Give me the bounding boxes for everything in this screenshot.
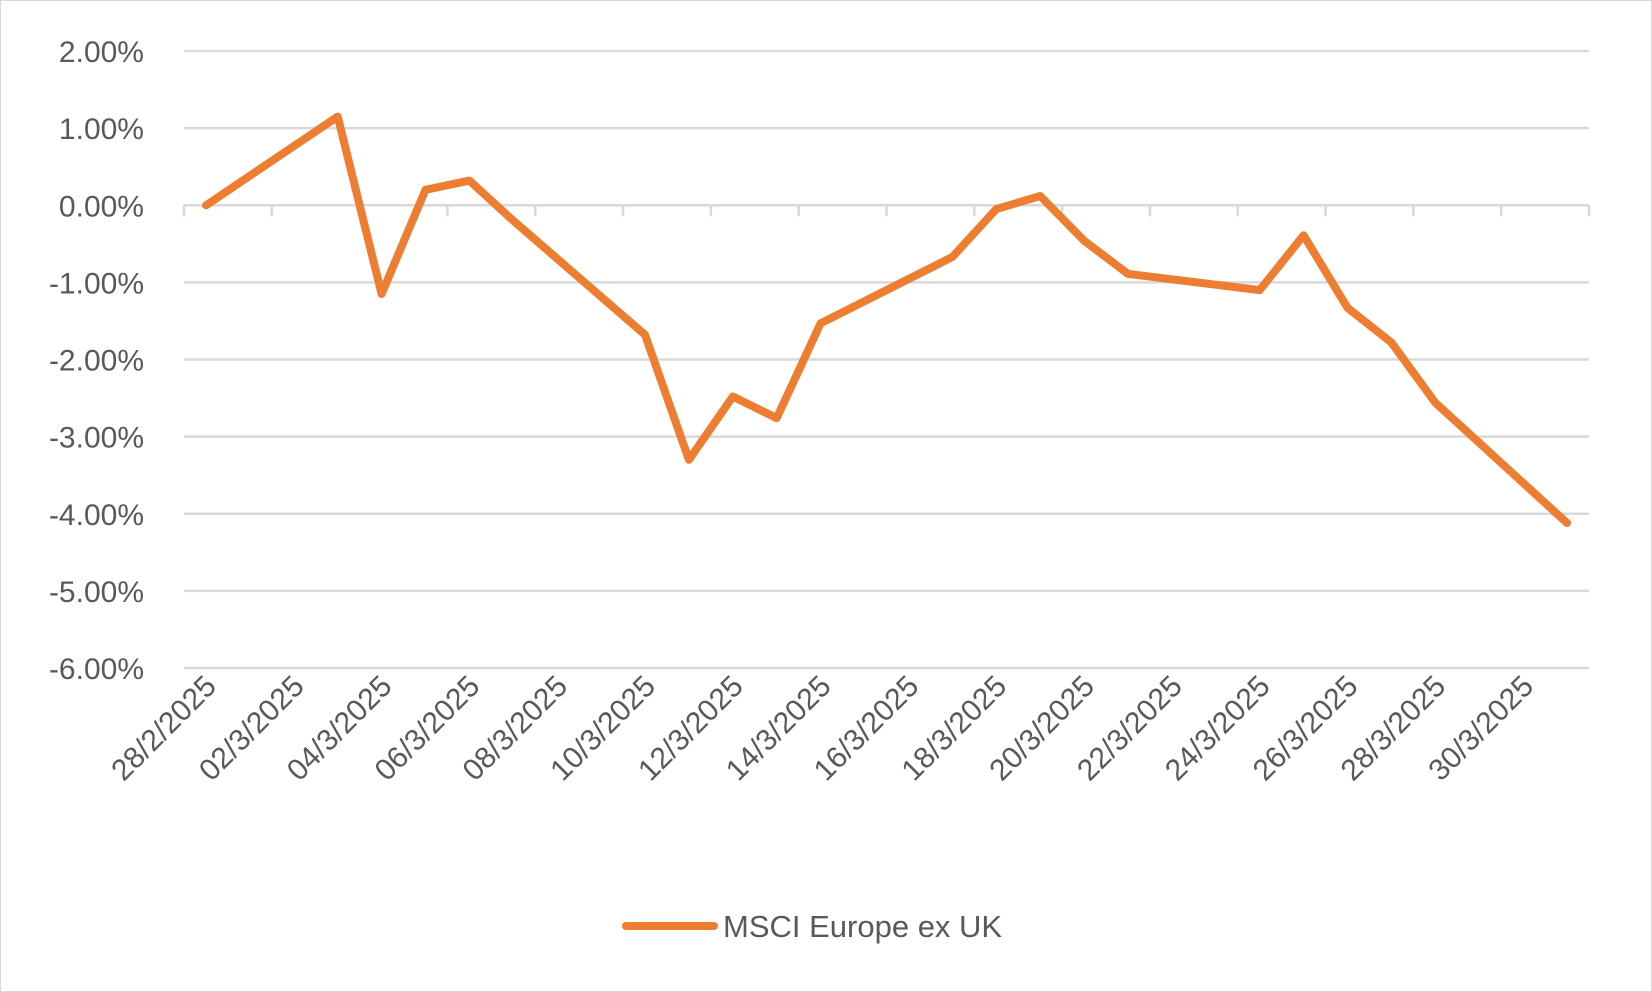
y-tick-label: -1.00% (49, 267, 144, 300)
y-tick-label: 1.00% (59, 113, 144, 146)
x-axis-tick-labels: 28/2/202502/3/202504/3/202506/3/202508/3… (105, 670, 1540, 788)
series-lines (202, 112, 1571, 527)
y-axis-tick-labels: 2.00% 1.00% 0.00% -1.00% -2.00% -3.00% -4.00% -… (49, 36, 144, 686)
legend-label: MSCI Europe ex UK (723, 909, 1002, 944)
series-line (202, 112, 1571, 527)
x-axis (182, 204, 1591, 217)
gridlines (184, 49, 1589, 670)
y-tick-label: -4.00% (49, 499, 144, 532)
y-tick-label: 0.00% (59, 190, 144, 223)
y-tick-label: -6.00% (49, 653, 144, 686)
y-tick-label: -2.00% (49, 345, 144, 378)
y-tick-label: -3.00% (49, 422, 144, 455)
y-tick-label: -5.00% (49, 576, 144, 609)
legend: MSCI Europe ex UK (622, 909, 1002, 944)
y-tick-label: 2.00% (59, 36, 144, 69)
